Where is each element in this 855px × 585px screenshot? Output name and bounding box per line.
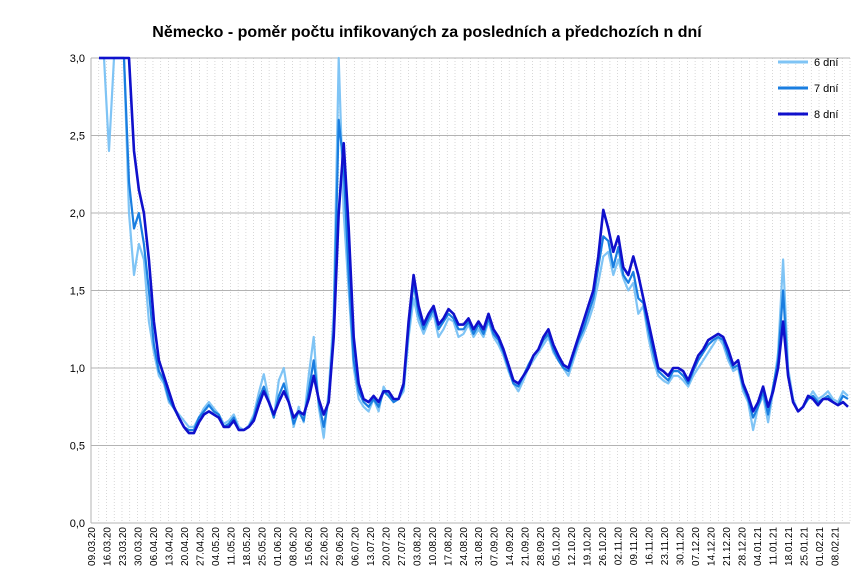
grid bbox=[90, 57, 851, 524]
y-tick-label: 2,5 bbox=[70, 131, 85, 143]
x-tick-label: 20.07.20 bbox=[381, 527, 392, 566]
legend-label: 7 dní bbox=[814, 83, 838, 95]
x-tick-label: 22.06.20 bbox=[319, 527, 330, 566]
x-tick-label: 05.10.20 bbox=[552, 527, 563, 566]
series-line-2 bbox=[99, 56, 849, 432]
x-tick-label: 15.06.20 bbox=[304, 527, 315, 566]
x-tick-label: 14.12.20 bbox=[707, 527, 718, 566]
x-tick-label: 06.07.20 bbox=[350, 527, 361, 566]
x-tick-label: 27.04.20 bbox=[195, 527, 206, 566]
x-tick-label: 28.12.20 bbox=[738, 527, 749, 566]
x-tick-label: 14.09.20 bbox=[505, 527, 516, 566]
x-tick-label: 28.09.20 bbox=[536, 527, 547, 566]
x-tick-label: 01.02.21 bbox=[815, 527, 826, 566]
series-line-3 bbox=[99, 56, 849, 435]
x-tick-label: 24.08.20 bbox=[459, 527, 470, 566]
x-tick-label: 21.12.20 bbox=[722, 527, 733, 566]
x-tick-label: 06.04.20 bbox=[149, 527, 160, 566]
x-tick-label: 29.06.20 bbox=[335, 527, 346, 566]
x-tick-label: 11.01.21 bbox=[769, 527, 780, 566]
x-tick-label: 09.11.20 bbox=[629, 527, 640, 566]
x-tick-label: 11.05.20 bbox=[226, 527, 237, 566]
x-tick-label: 17.08.20 bbox=[443, 527, 454, 566]
x-tick-label: 08.06.20 bbox=[288, 527, 299, 566]
x-tick-label: 23.11.20 bbox=[660, 527, 671, 566]
x-axis-ticks: 09.03.20 16.03.20 23.03.20 30.03.20 06.04.20… bbox=[87, 527, 842, 566]
x-tick-label: 19.10.20 bbox=[583, 527, 594, 566]
x-tick-label: 25.01.21 bbox=[800, 527, 811, 566]
x-tick-label: 08.02.21 bbox=[831, 527, 842, 566]
x-tick-label: 21.09.20 bbox=[521, 527, 532, 566]
legend-label: 8 dní bbox=[814, 109, 838, 121]
x-tick-label: 16.03.20 bbox=[102, 527, 113, 566]
x-tick-label: 13.04.20 bbox=[164, 527, 175, 566]
x-tick-label: 10.08.20 bbox=[428, 527, 439, 566]
chart-title: Německo - poměr počtu infikovaných za po… bbox=[152, 24, 702, 41]
x-tick-label: 04.01.21 bbox=[753, 527, 764, 566]
x-tick-label: 12.10.20 bbox=[567, 527, 578, 566]
x-tick-label: 04.05.20 bbox=[211, 527, 222, 566]
x-tick-label: 13.07.20 bbox=[366, 527, 377, 566]
y-tick-label: 1,5 bbox=[70, 286, 85, 298]
series-lines bbox=[99, 56, 849, 439]
y-tick-label: 0,5 bbox=[70, 441, 85, 453]
x-tick-label: 18.05.20 bbox=[242, 527, 253, 566]
x-tick-label: 09.03.20 bbox=[87, 527, 98, 566]
x-tick-label: 18.01.21 bbox=[784, 527, 795, 566]
legend-label: 6 dní bbox=[814, 57, 838, 69]
y-axis-ticks: 0,0 0,5 1,0 1,5 2,0 2,5 3,0 bbox=[70, 53, 85, 530]
x-tick-label: 03.08.20 bbox=[412, 527, 423, 566]
x-tick-label: 23.03.20 bbox=[118, 527, 129, 566]
y-tick-label: 0,0 bbox=[70, 518, 85, 530]
y-tick-label: 1,0 bbox=[70, 363, 85, 375]
x-tick-label: 25.05.20 bbox=[257, 527, 268, 566]
y-tick-label: 2,0 bbox=[70, 208, 85, 220]
x-tick-label: 20.04.20 bbox=[180, 527, 191, 566]
x-tick-label: 07.09.20 bbox=[490, 527, 501, 566]
x-tick-label: 30.11.20 bbox=[676, 527, 687, 566]
x-tick-label: 07.12.20 bbox=[691, 527, 702, 566]
x-tick-label: 02.11.20 bbox=[614, 527, 625, 566]
y-tick-label: 3,0 bbox=[70, 53, 85, 65]
x-tick-label: 16.11.20 bbox=[645, 527, 656, 566]
x-tick-label: 26.10.20 bbox=[598, 527, 609, 566]
x-tick-label: 01.06.20 bbox=[273, 527, 284, 566]
x-tick-label: 30.03.20 bbox=[133, 527, 144, 566]
x-tick-label: 31.08.20 bbox=[474, 527, 485, 566]
series-line-1 bbox=[99, 56, 849, 439]
x-tick-label: 27.07.20 bbox=[397, 527, 408, 566]
legend: 6 dní 7 dní 8 dní bbox=[778, 57, 838, 121]
